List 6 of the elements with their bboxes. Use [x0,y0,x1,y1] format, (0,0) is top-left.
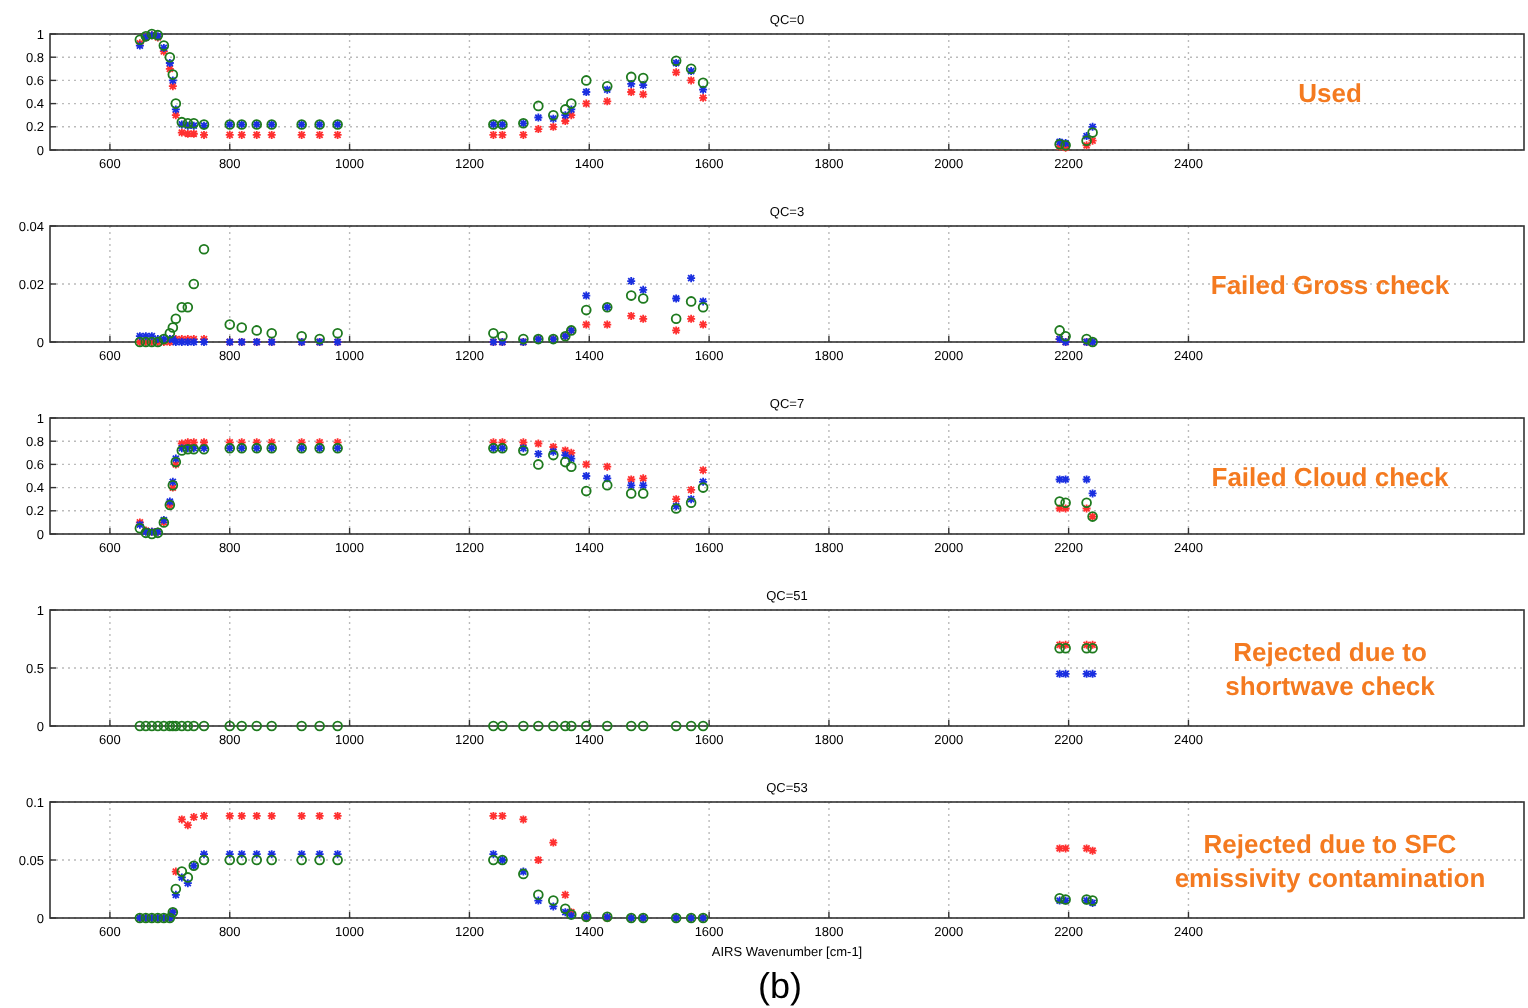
text: (b) [758,966,802,1006]
annotation: Failed Cloud check [1211,462,1450,492]
annotation: Failed Gross check [1210,270,1451,300]
annotation: Used [1298,78,1362,108]
annotation: Rejected due to SFC emissivity contamination [1174,829,1486,893]
annotation: Rejected due to shortwave check [1225,637,1437,701]
